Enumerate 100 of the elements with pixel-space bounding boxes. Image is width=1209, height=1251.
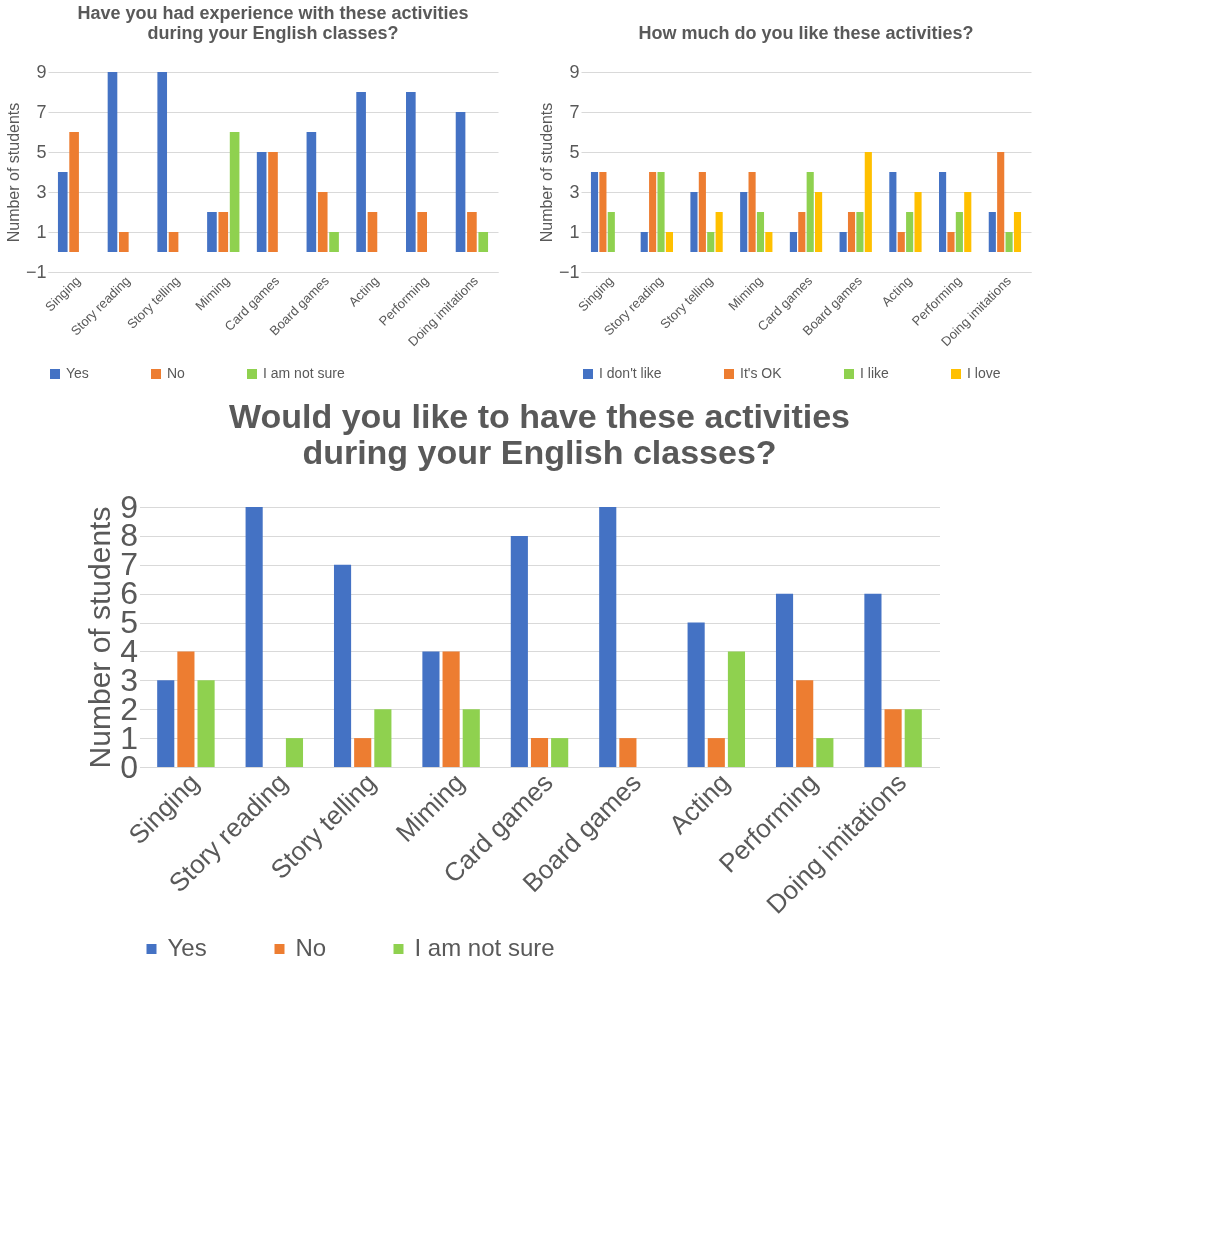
bar bbox=[947, 232, 955, 252]
legend-label: It's OK bbox=[740, 365, 783, 381]
bar bbox=[775, 593, 794, 767]
bar bbox=[367, 212, 378, 252]
bar bbox=[707, 232, 715, 252]
bar bbox=[510, 535, 528, 767]
bar bbox=[599, 172, 607, 252]
bar bbox=[939, 172, 947, 252]
bar bbox=[914, 192, 922, 252]
legend-label: No bbox=[295, 934, 327, 961]
bar bbox=[687, 622, 705, 767]
y-tick-label: 1 bbox=[36, 221, 47, 242]
bar bbox=[69, 132, 79, 252]
bar bbox=[530, 738, 549, 767]
bar bbox=[417, 212, 427, 252]
bar bbox=[467, 212, 477, 252]
bar bbox=[374, 709, 392, 767]
bar bbox=[690, 192, 698, 252]
y-tick-label: 5 bbox=[36, 141, 47, 162]
bar bbox=[177, 651, 195, 767]
bar bbox=[815, 192, 823, 252]
legend-label: No bbox=[167, 365, 186, 381]
bar bbox=[904, 709, 922, 767]
legend-label: Yes bbox=[167, 934, 207, 961]
y-tick-label: 9 bbox=[569, 61, 580, 82]
y-tick-label: 7 bbox=[569, 101, 580, 122]
bar bbox=[478, 232, 489, 252]
y-tick-label: 1 bbox=[569, 221, 580, 242]
bar bbox=[207, 212, 217, 252]
bar bbox=[906, 212, 914, 252]
bar bbox=[354, 738, 372, 767]
legend-label: I am not sure bbox=[263, 365, 345, 381]
bar bbox=[256, 152, 267, 252]
bar bbox=[268, 152, 278, 252]
y-tick-label: 3 bbox=[36, 181, 47, 202]
bar bbox=[864, 593, 882, 767]
bar bbox=[551, 738, 569, 767]
bar bbox=[619, 738, 637, 767]
y-axis-title: Number of students bbox=[4, 102, 22, 243]
bar bbox=[649, 172, 657, 252]
bar bbox=[789, 232, 797, 252]
bar bbox=[765, 232, 773, 252]
bar bbox=[607, 212, 615, 252]
bar bbox=[422, 651, 440, 767]
bar bbox=[856, 212, 864, 252]
bar bbox=[1005, 232, 1013, 252]
legend-label: Yes bbox=[66, 365, 89, 381]
bar bbox=[756, 212, 765, 252]
bar bbox=[964, 192, 972, 252]
bar bbox=[798, 212, 806, 252]
bar bbox=[715, 212, 723, 252]
bar bbox=[245, 507, 263, 767]
bar bbox=[599, 507, 617, 767]
legend-label: I like bbox=[860, 365, 889, 381]
bar bbox=[462, 709, 480, 767]
y-tick-label: 5 bbox=[569, 141, 580, 162]
bar bbox=[698, 172, 706, 252]
bar bbox=[333, 564, 352, 767]
bar bbox=[157, 680, 175, 767]
bar bbox=[988, 212, 996, 252]
bar bbox=[889, 172, 897, 252]
bar bbox=[1013, 212, 1022, 252]
legend-label: I don't like bbox=[599, 365, 662, 381]
bar bbox=[306, 132, 317, 252]
bar bbox=[727, 651, 746, 767]
bar bbox=[329, 232, 339, 252]
bar bbox=[806, 172, 814, 252]
bar bbox=[168, 232, 179, 252]
bar bbox=[897, 232, 905, 252]
y-tick-label: 9 bbox=[36, 61, 47, 82]
bar bbox=[884, 709, 902, 767]
y-tick-label: −1 bbox=[25, 261, 47, 282]
bar bbox=[665, 232, 673, 252]
bar bbox=[707, 738, 725, 767]
bar bbox=[442, 651, 460, 767]
y-tick-label: 3 bbox=[569, 181, 580, 202]
bar bbox=[157, 72, 168, 252]
bar bbox=[218, 212, 229, 252]
bar bbox=[839, 232, 847, 252]
y-tick-label: 7 bbox=[36, 101, 47, 122]
bar bbox=[796, 680, 814, 767]
chart-title: Have you had experience with these activities during your English classes? bbox=[77, 3, 469, 43]
chart-title: Would you like to have these activities during your English classes? bbox=[229, 397, 850, 471]
y-tick-label: −1 bbox=[558, 261, 580, 282]
bar bbox=[590, 172, 599, 252]
bar bbox=[57, 172, 68, 252]
bar bbox=[119, 232, 129, 252]
bar bbox=[356, 92, 366, 252]
bar bbox=[197, 680, 215, 767]
bar bbox=[740, 192, 748, 252]
bar bbox=[748, 172, 756, 252]
chart-title: How much do you like these activities? bbox=[638, 23, 974, 43]
bar bbox=[955, 212, 963, 252]
y-axis-title: Number of students bbox=[537, 102, 555, 243]
bar bbox=[864, 152, 872, 252]
bar bbox=[997, 152, 1005, 252]
bar bbox=[317, 192, 328, 252]
bar bbox=[406, 92, 416, 252]
bar bbox=[640, 232, 648, 252]
bar bbox=[816, 738, 834, 767]
